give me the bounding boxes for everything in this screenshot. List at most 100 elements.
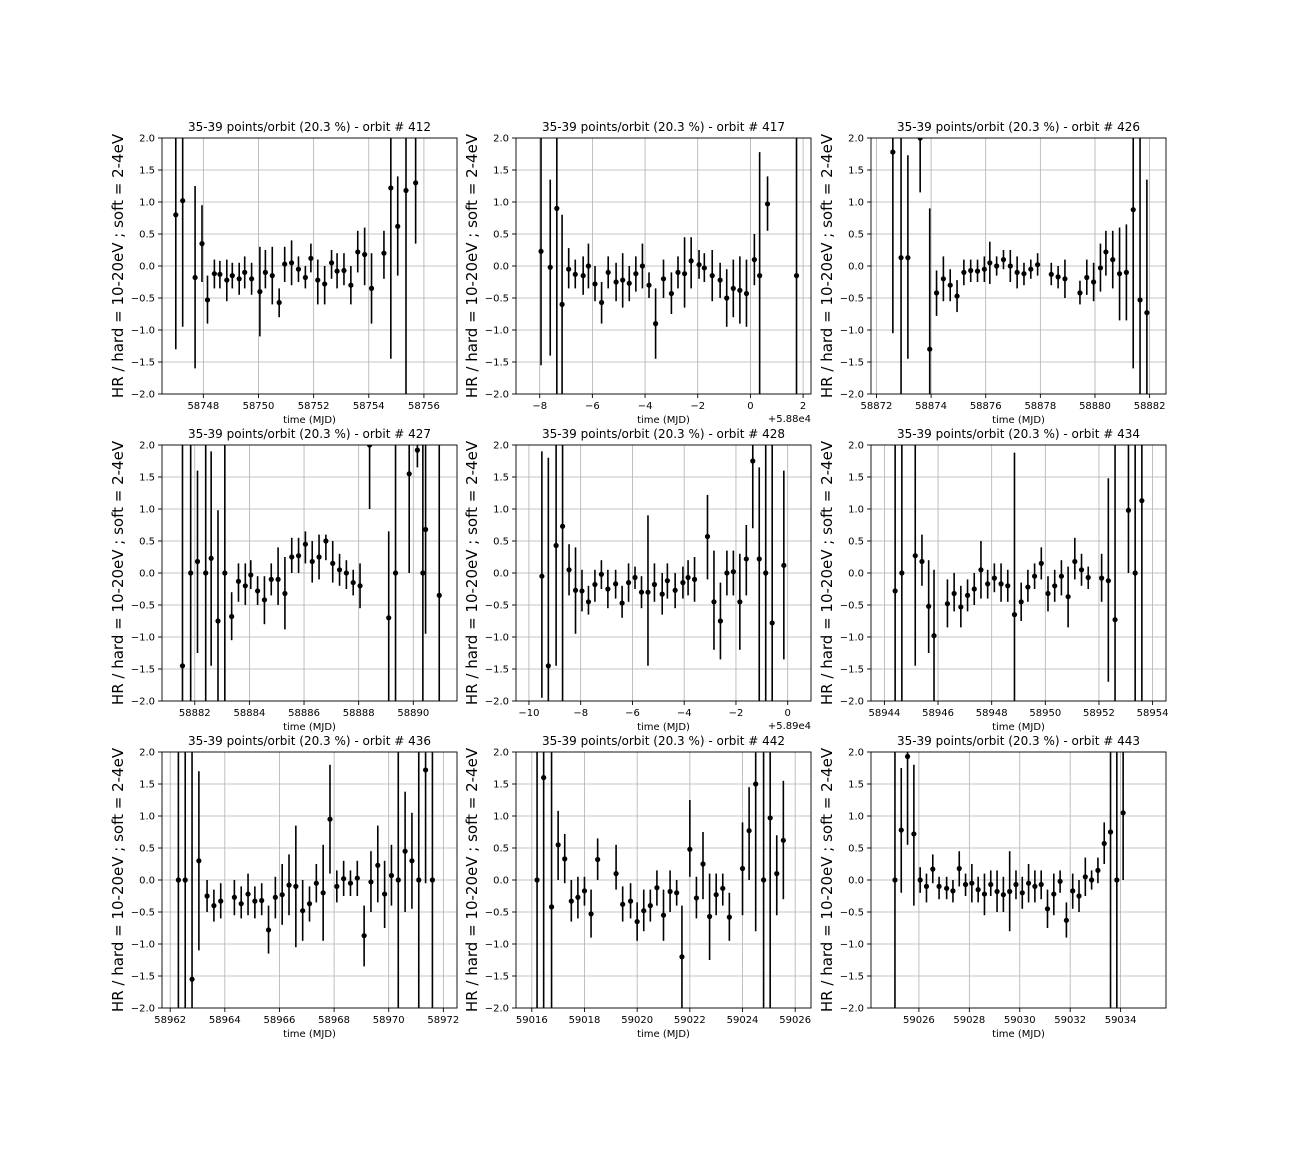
data-point xyxy=(315,277,321,283)
subplot-title: 35-39 points/orbit (20.3 %) - orbit # 41… xyxy=(542,120,785,134)
data-point xyxy=(1107,829,1114,835)
data-point xyxy=(553,542,559,549)
data-point xyxy=(619,600,625,606)
y-tick-label: 2.0 xyxy=(493,441,509,452)
subplot-1: 58748 58750 58752 58754 58756 −2.0 −1.5 −1.0 −0.… xyxy=(109,120,458,426)
subplot-title: 35-39 points/orbit (20.3 %) - orbit # 43… xyxy=(188,734,431,748)
data-point xyxy=(231,894,237,900)
data-point xyxy=(236,276,242,282)
data-point xyxy=(245,891,251,897)
x-tick-label: 58948 xyxy=(976,708,1008,719)
y-tick-label: 1.0 xyxy=(139,505,155,516)
subplot-2: −8 −6 −4 −2 0 2 −2.0 −1.5 −1.0 −0.5 0.0 0.5 1.0 1.5 2.… xyxy=(463,120,812,426)
data-point xyxy=(204,893,210,899)
data-point xyxy=(422,526,429,533)
data-point xyxy=(395,877,401,883)
data-point xyxy=(613,581,619,587)
x-axis-label: time (MJD) xyxy=(637,722,690,733)
data-point xyxy=(1116,271,1123,277)
y-tick-label: 2.0 xyxy=(493,134,509,145)
y-tick-label: 1.0 xyxy=(848,505,864,516)
data-point xyxy=(917,138,923,141)
data-point xyxy=(1028,266,1034,272)
data-point xyxy=(956,865,962,872)
data-point xyxy=(1095,867,1101,874)
y-tick-label: −2.0 xyxy=(131,697,155,708)
data-point xyxy=(272,894,278,900)
data-point xyxy=(429,877,436,883)
data-point xyxy=(926,603,932,609)
x-tick-label: −4 xyxy=(677,708,692,719)
data-point xyxy=(248,572,254,578)
x-tick-label: 58882 xyxy=(1134,401,1166,412)
x-tick-label: 58944 xyxy=(869,708,901,719)
x-tick-label: 58972 xyxy=(427,1015,459,1026)
data-point xyxy=(700,861,706,867)
data-point xyxy=(1078,567,1085,573)
data-point xyxy=(726,914,732,920)
data-point xyxy=(912,553,918,559)
y-tick-label: −1.5 xyxy=(131,665,155,676)
x-axis-label: time (MJD) xyxy=(637,1029,690,1040)
data-point xyxy=(402,848,408,854)
data-point xyxy=(555,842,561,848)
data-point xyxy=(1137,297,1143,303)
data-point xyxy=(1025,880,1032,886)
data-point xyxy=(1099,575,1105,581)
y-tick-label: 1.5 xyxy=(848,166,864,177)
x-tick-label: 58752 xyxy=(298,401,330,412)
data-point xyxy=(545,663,551,669)
y-tick-label: −1.5 xyxy=(840,665,864,676)
data-point xyxy=(588,911,594,917)
data-point xyxy=(679,954,685,960)
data-point xyxy=(1013,881,1019,888)
x-tick-label: −8 xyxy=(573,708,588,719)
data-point xyxy=(354,875,360,881)
data-point xyxy=(1063,917,1070,923)
x-tick-label: 58962 xyxy=(154,1015,186,1026)
data-point xyxy=(249,276,255,282)
data-point xyxy=(753,781,759,787)
data-point xyxy=(252,898,258,904)
data-point xyxy=(355,249,361,255)
data-point xyxy=(911,831,917,837)
data-point xyxy=(1038,560,1044,567)
data-point xyxy=(1035,262,1041,268)
x-tick-label: 58750 xyxy=(243,401,275,412)
x-axis-label: time (MJD) xyxy=(637,415,690,426)
data-point xyxy=(328,260,335,266)
data-point xyxy=(268,576,274,583)
data-point xyxy=(971,586,977,592)
data-point xyxy=(1082,874,1088,880)
data-point xyxy=(235,578,242,584)
data-point xyxy=(572,271,578,277)
data-point xyxy=(647,903,653,909)
data-point xyxy=(892,588,898,594)
x-tick-label: 58872 xyxy=(861,401,893,412)
data-point xyxy=(613,871,619,877)
data-point xyxy=(548,904,555,910)
data-point xyxy=(1123,269,1129,275)
data-point xyxy=(406,471,412,477)
data-point xyxy=(958,604,964,610)
y-tick-label: −2.0 xyxy=(485,390,509,401)
data-point xyxy=(1011,612,1018,618)
data-series xyxy=(890,138,1150,394)
data-point xyxy=(215,618,221,624)
subplot-5: −10 −8 −6 −4 −2 0 −2.0 −1.5 −1.0 −0.5 0.0 0.5 1.0 1.5… xyxy=(463,427,812,733)
x-tick-label: 58946 xyxy=(922,708,954,719)
y-tick-label: 0.5 xyxy=(493,537,509,548)
y-tick-label: 1.0 xyxy=(493,198,509,209)
data-point xyxy=(898,827,904,833)
data-point xyxy=(1031,573,1038,579)
data-point xyxy=(774,871,780,877)
x-tick-label: 58890 xyxy=(397,708,429,719)
y-tick-label: 1.0 xyxy=(848,812,864,823)
data-point xyxy=(743,556,749,562)
data-point xyxy=(1120,810,1126,816)
data-point xyxy=(659,591,665,597)
y-tick-label: −0.5 xyxy=(840,601,864,612)
data-point xyxy=(1055,274,1061,280)
x-axis-label: time (MJD) xyxy=(283,722,336,733)
x-tick-label: −6 xyxy=(625,708,640,719)
